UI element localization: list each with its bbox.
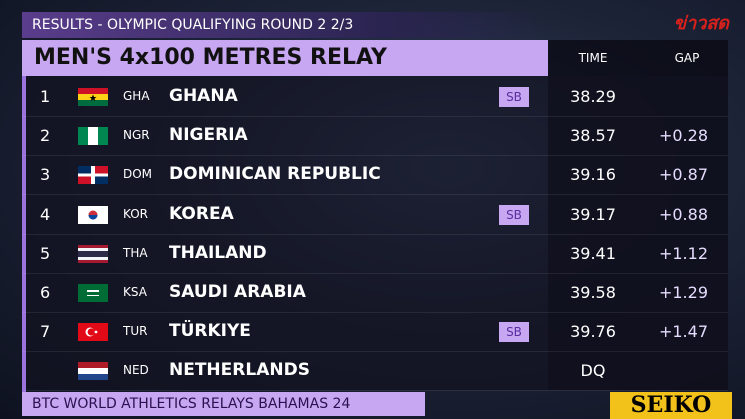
country-code: NGR — [123, 128, 150, 143]
rank: 3 — [40, 165, 51, 185]
team-name: NIGERIA — [169, 125, 248, 146]
team-name: DOMINICAN REPUBLIC — [169, 164, 381, 185]
result-row: 7 TUR TÜRKIYE SB 39.76 +1.47 — [22, 312, 728, 353]
flag — [78, 362, 108, 381]
country-code: DOM — [123, 167, 153, 182]
record-badge: SB — [499, 322, 529, 343]
time: 39.17 — [570, 204, 616, 224]
rank: 5 — [40, 243, 51, 263]
flag — [78, 88, 108, 106]
time: 39.58 — [570, 283, 616, 302]
gap: +0.88 — [658, 204, 708, 224]
header-title: RESULTS - OLYMPIC QUALIFYING ROUND 2 2/3 — [22, 12, 542, 38]
gap: +0.87 — [658, 165, 708, 185]
country-code: KSA — [123, 285, 147, 299]
accent-edge — [22, 40, 26, 414]
result-row: 4 KOR KOREA SB 39.17 +0.88 — [22, 195, 728, 235]
country-code: TUR — [123, 324, 148, 339]
rank: 4 — [40, 204, 51, 224]
team-name: KOREA — [169, 203, 234, 224]
result-row: 1 GHA GHANA SB 38.29 — [22, 77, 728, 117]
sponsor: SEIKO — [610, 392, 732, 419]
flag — [78, 127, 108, 146]
flag — [78, 284, 108, 302]
gap: +0.28 — [658, 126, 708, 146]
time: DQ — [580, 361, 606, 381]
flag — [78, 323, 108, 342]
country-code: NED — [123, 363, 149, 378]
country-code: KOR — [123, 206, 148, 221]
result-row: 2 NGR NIGERIA 38.57 +0.28 — [22, 116, 728, 157]
gap: +1.29 — [658, 283, 708, 302]
team-name: SAUDI ARABIA — [169, 282, 306, 302]
result-row: 5 THA THAILAND 39.41 +1.12 — [22, 234, 728, 274]
column-header: GAP — [674, 51, 700, 65]
time: 39.76 — [570, 322, 616, 342]
flag — [78, 205, 108, 224]
team-name: TÜRKIYE — [169, 321, 251, 342]
watermark: ข่าวสด — [673, 13, 729, 34]
team-name: NETHERLANDS — [169, 360, 310, 381]
country-code: THA — [123, 245, 148, 260]
gap: +1.47 — [658, 322, 708, 342]
team-name: GHANA — [169, 86, 238, 106]
flag — [78, 166, 108, 185]
rank: 7 — [40, 322, 51, 342]
rank: 1 — [40, 87, 51, 106]
rank: 2 — [40, 126, 51, 146]
results-panel — [22, 76, 728, 390]
country-code: GHA — [123, 89, 150, 103]
time: 39.16 — [570, 165, 616, 185]
flag — [78, 244, 108, 263]
record-badge: SB — [499, 204, 529, 225]
record-badge: SB — [499, 87, 529, 107]
result-row: NED NETHERLANDS DQ — [22, 351, 728, 392]
result-row: 6 KSA SAUDI ARABIA 39.58 +1.29 — [22, 273, 728, 313]
team-name: THAILAND — [169, 242, 267, 263]
time: 38.57 — [570, 126, 616, 146]
event-title: MEN'S 4x100 METRES RELAY — [22, 40, 548, 76]
time: 39.41 — [570, 243, 616, 263]
gap: +1.12 — [658, 243, 708, 263]
time: 38.29 — [570, 87, 616, 106]
result-row: 3 DOM DOMINICAN REPUBLIC 39.16 +0.87 — [22, 155, 728, 196]
column-header: TIME — [578, 51, 608, 65]
footer-title: BTC WORLD ATHLETICS RELAYS BAHAMAS 24 — [22, 392, 425, 416]
rank: 6 — [40, 283, 51, 302]
